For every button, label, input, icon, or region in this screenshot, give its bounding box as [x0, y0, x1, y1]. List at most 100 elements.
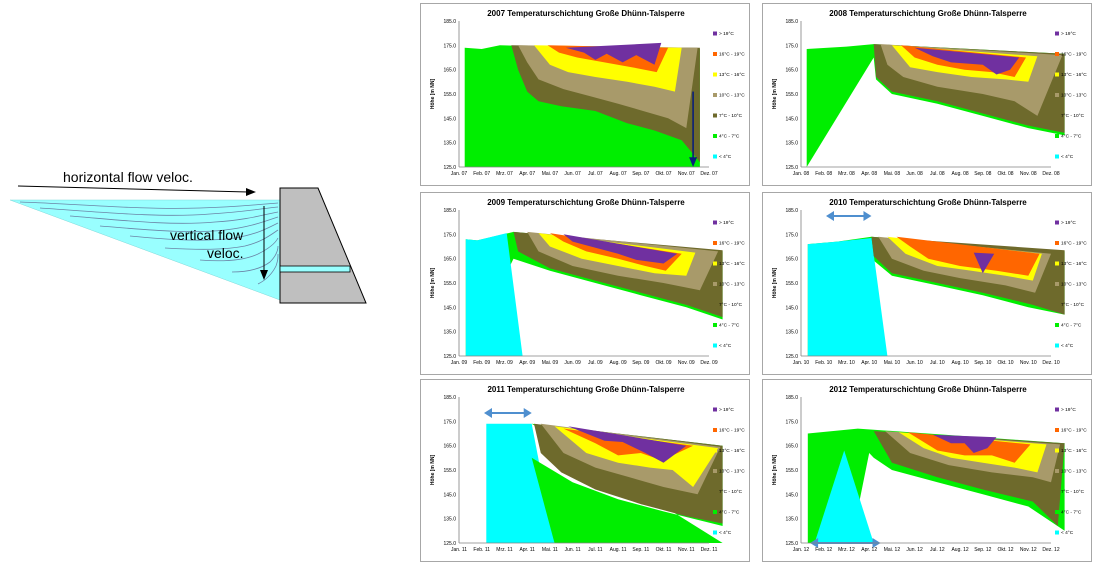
y-tick-label: 155.0 — [785, 281, 798, 287]
down-arrow-head — [689, 157, 698, 167]
y-tick-label: 165.0 — [443, 257, 456, 263]
area-above-19c — [973, 252, 995, 274]
x-tick-label: Sep. 08 — [974, 171, 991, 177]
legend: > 19°C 16°C - 19°C 13°C - 16°C 10°C - 13°C 7… — [713, 407, 745, 536]
legend-swatch — [713, 448, 717, 453]
legend-label: < 4°C — [719, 530, 732, 536]
x-tick-label: Mai. 07 — [542, 171, 559, 177]
vertical-flow-label-line2: veloc. — [207, 245, 244, 261]
area-below-4c — [465, 233, 523, 356]
legend-swatch — [1055, 134, 1059, 138]
legend-label: 4°C - 7°C — [1061, 323, 1082, 329]
legend-swatch — [713, 93, 717, 97]
chart-title: 2009 Temperaturschichtung Große Dhünn-Ta… — [487, 198, 685, 207]
y-tick-label: 175.0 — [443, 43, 456, 49]
chart-title: 2008 Temperaturschichtung Große Dhünn-Ta… — [829, 9, 1027, 18]
axes: 185.0 175.0 165.0 155.0 145.0 135.0 125.0 Höhe … — [772, 19, 1060, 177]
legend: > 19°C 16°C - 19°C 13°C - 16°C 10°C - 13°C 7… — [713, 220, 745, 349]
x-tick-label: Jul. 08 — [930, 171, 945, 177]
legend-label: > 19°C — [719, 220, 734, 226]
area-16-19c — [896, 236, 1040, 276]
area-above-19c — [565, 42, 662, 65]
axes: 185.0 175.0 165.0 155.0 145.0 135.0 125.0 Höhe … — [430, 395, 718, 553]
legend-label: 4°C - 7°C — [719, 510, 740, 516]
chart-panel-2009: 2009 Temperaturschichtung Große Dhünn-Ta… — [420, 192, 750, 375]
y-tick-label: 165.0 — [443, 444, 456, 450]
legend-swatch — [713, 323, 717, 327]
x-tick-label: Mai. 09 — [542, 360, 559, 366]
x-tick-label: Apr. 12 — [861, 547, 877, 553]
y-tick-label: 185.0 — [443, 395, 456, 401]
x-tick-label: Jun. 09 — [564, 360, 581, 366]
y-tick-label: 125.0 — [785, 165, 798, 171]
legend-label: < 4°C — [1061, 343, 1074, 349]
y-tick-label: 185.0 — [443, 19, 456, 25]
legend-swatch — [713, 31, 717, 36]
y-tick-label: 135.0 — [785, 330, 798, 336]
x-tick-label: Feb. 08 — [815, 171, 832, 177]
dam — [279, 187, 367, 304]
x-tick-label: Okt. 09 — [655, 360, 671, 366]
y-tick-label: 145.0 — [785, 492, 798, 498]
legend-label: > 19°C — [1061, 220, 1076, 226]
legend-swatch — [713, 52, 717, 56]
x-tick-label: Mrz. 12 — [838, 547, 855, 553]
x-tick-label: Dez. 07 — [700, 171, 717, 177]
chart-2012: 2012 Temperaturschichtung Große Dhünn-Ta… — [772, 385, 1087, 553]
y-tick-label: 175.0 — [785, 232, 798, 238]
legend-swatch — [1055, 530, 1059, 535]
y-tick-label: 175.0 — [785, 43, 798, 49]
y-tick-label: 185.0 — [785, 19, 798, 25]
legend-swatch — [1055, 343, 1059, 348]
y-axis-label: Höhe [m NN] — [772, 268, 778, 299]
y-tick-label: 125.0 — [443, 541, 456, 547]
y-axis-label: Höhe [m NN] — [772, 79, 778, 110]
vertical-flow-label-line1: vertical flow — [170, 227, 244, 243]
legend-swatch — [713, 241, 717, 245]
chart-title: 2012 Temperaturschichtung Große Dhünn-Ta… — [829, 385, 1027, 394]
x-tick-label: Jun. 08 — [906, 171, 923, 177]
y-tick-label: 155.0 — [443, 281, 456, 287]
legend-swatch — [1055, 282, 1059, 286]
x-tick-label: Mrz. 10 — [838, 360, 855, 366]
x-tick-label: Aug. 08 — [951, 171, 968, 177]
legend-label: 10°C - 13°C — [719, 93, 745, 99]
legend-label: 7°C - 10°C — [719, 113, 743, 119]
chart-panel-2010: 2010 Temperaturschichtung Große Dhünn-Ta… — [762, 192, 1092, 375]
legend-swatch — [713, 489, 717, 494]
legend-swatch — [1055, 302, 1059, 307]
legend-swatch — [1055, 448, 1059, 453]
y-tick-label: 145.0 — [443, 492, 456, 498]
y-tick-label: 135.0 — [785, 517, 798, 523]
area-above-19c — [914, 47, 1020, 75]
y-axis-label: Höhe [m NN] — [430, 268, 436, 299]
y-tick-label: 135.0 — [785, 141, 798, 147]
area-above-19c — [563, 234, 678, 264]
x-tick-label: Jan. 09 — [451, 360, 468, 366]
legend-swatch — [1055, 113, 1059, 118]
legend-label: < 4°C — [719, 154, 732, 160]
chart-title: 2007 Temperaturschichtung Große Dhünn-Ta… — [487, 9, 685, 18]
x-tick-label: Nov. 07 — [678, 171, 695, 177]
legend-label: 13°C - 16°C — [719, 261, 745, 267]
legend-label: 13°C - 16°C — [1061, 261, 1087, 267]
x-tick-label: Jul. 10 — [930, 360, 945, 366]
x-tick-label: Nov. 09 — [678, 360, 695, 366]
x-tick-label: Okt. 07 — [655, 171, 671, 177]
x-tick-label: Mrz. 09 — [496, 360, 513, 366]
x-tick-label: Mrz. 07 — [496, 171, 513, 177]
legend-swatch — [713, 469, 717, 473]
area-below-4c — [486, 423, 555, 543]
chart-2011: 2011 Temperaturschichtung Große Dhünn-Ta… — [430, 385, 745, 553]
double-arrow-right-head — [523, 408, 532, 418]
legend-label: 4°C - 7°C — [1061, 134, 1082, 140]
legend-swatch — [713, 282, 717, 286]
x-tick-label: Aug. 07 — [609, 171, 626, 177]
chart-title: 2011 Temperaturschichtung Große Dhünn-Ta… — [487, 385, 685, 394]
x-tick-label: Mrz. 11 — [496, 547, 513, 553]
legend-swatch — [713, 428, 717, 432]
chart-panel-2012: 2012 Temperaturschichtung Große Dhünn-Ta… — [762, 379, 1092, 562]
legend-label: < 4°C — [1061, 154, 1074, 160]
x-tick-label: Dez. 09 — [700, 360, 717, 366]
legend-label: 13°C - 16°C — [719, 448, 745, 454]
